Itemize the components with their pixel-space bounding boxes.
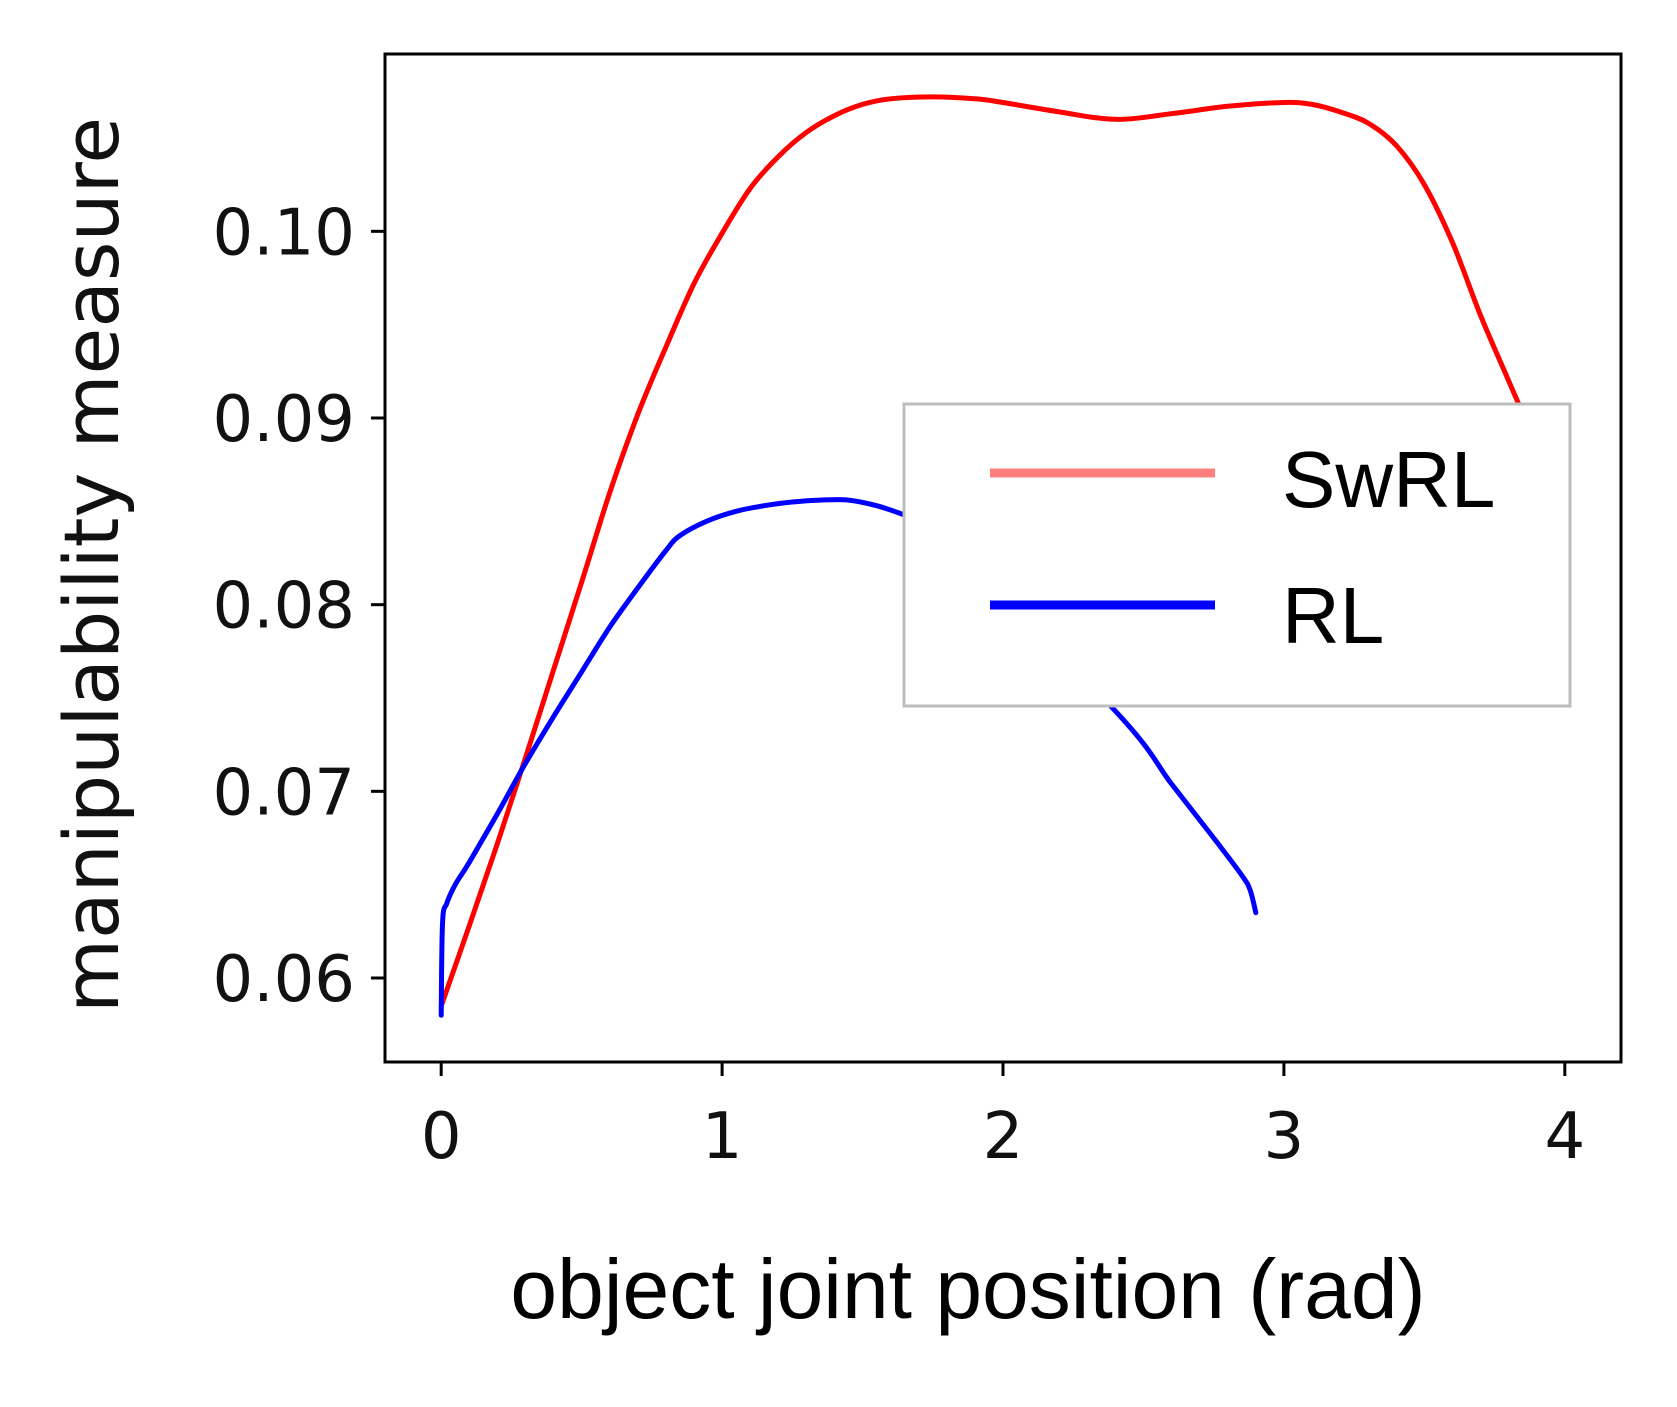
y-tick-label: 0.08 xyxy=(213,570,356,644)
legend-label-rl: RL xyxy=(1282,571,1384,660)
y-tick-label: 0.06 xyxy=(213,943,356,1017)
y-axis-label: manipulability measure xyxy=(47,117,136,1013)
x-tick-label: 4 xyxy=(1544,1100,1585,1174)
series-layer xyxy=(438,94,1534,1018)
x-tick-label: 0 xyxy=(421,1100,462,1174)
x-axis: 0 1 2 3 4 xyxy=(421,1062,1585,1174)
legend: SwRL RL xyxy=(902,402,1572,708)
legend-box xyxy=(902,402,1572,708)
legend-label-swrl: SwRL xyxy=(1282,435,1495,524)
x-axis-label: object joint position (rad) xyxy=(510,1242,1425,1336)
y-tick-label: 0.09 xyxy=(213,383,356,457)
x-tick-label: 2 xyxy=(983,1100,1024,1174)
series-line-swrl xyxy=(438,94,1534,1009)
y-tick-label: 0.10 xyxy=(213,196,356,270)
x-tick-label: 3 xyxy=(1264,1100,1305,1174)
series-line-rl xyxy=(438,497,1259,1018)
y-axis: 0.06 0.07 0.08 0.09 0.10 xyxy=(213,196,385,1017)
x-tick-label: 1 xyxy=(702,1100,743,1174)
y-tick-label: 0.07 xyxy=(213,756,356,830)
